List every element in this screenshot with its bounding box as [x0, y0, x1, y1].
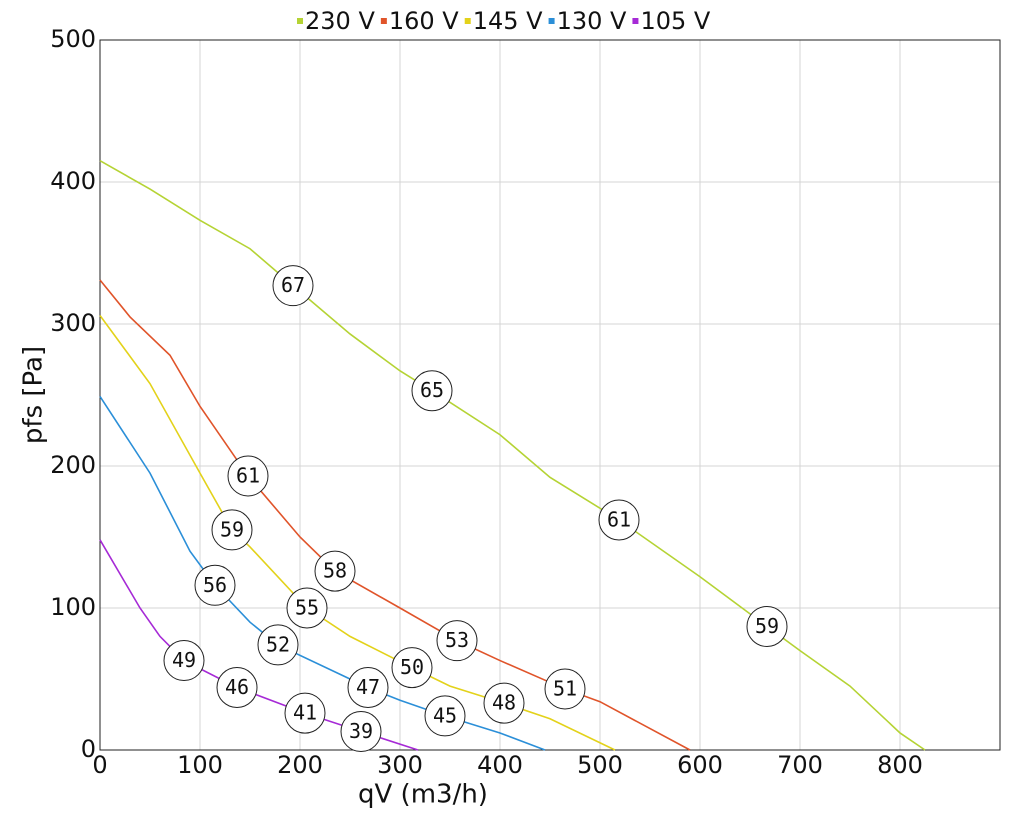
y-tick-label: 400	[50, 167, 96, 195]
operating-point-label: 59	[755, 614, 779, 638]
legend-label: 230 V	[305, 7, 375, 35]
y-tick-label: 0	[81, 735, 96, 763]
legend-label: 105 V	[640, 7, 710, 35]
x-axis-title: qV (m3/h)	[358, 780, 488, 810]
operating-point	[211, 509, 253, 551]
operating-point-label: 45	[433, 703, 457, 727]
x-tick-label: 300	[377, 751, 423, 779]
operating-point	[424, 695, 466, 737]
operating-point-label: 56	[203, 573, 227, 597]
operating-point-label: 65	[420, 378, 444, 402]
operating-point	[314, 550, 356, 592]
x-tick-label: 200	[277, 751, 323, 779]
operating-point-label: 49	[172, 648, 196, 672]
x-tick-label: 700	[777, 751, 823, 779]
operating-point	[257, 624, 299, 666]
operating-point	[194, 564, 236, 606]
legend-label: 130 V	[557, 7, 627, 35]
operating-point	[286, 587, 328, 629]
operating-point-label: 47	[356, 675, 380, 699]
x-tick-label: 600	[677, 751, 723, 779]
operating-point	[411, 370, 453, 412]
legend-label: 160 V	[389, 7, 459, 35]
x-tick-label: 400	[477, 751, 523, 779]
operating-point-label: 61	[607, 507, 631, 531]
y-tick-label: 300	[50, 309, 96, 337]
operating-point-label: 52	[266, 632, 290, 656]
operating-point	[340, 711, 382, 753]
operating-point-label: 46	[225, 675, 249, 699]
legend-label: 145 V	[473, 7, 543, 35]
legend-swatch	[380, 18, 387, 24]
plot-frame	[99, 39, 1001, 751]
operating-point-label: 55	[295, 596, 319, 620]
x-tick-label: 500	[577, 751, 623, 779]
y-tick-label: 500	[50, 25, 96, 53]
operating-point	[746, 605, 788, 647]
legend-swatch	[297, 18, 303, 24]
legend-swatch	[464, 18, 471, 24]
legend-swatch	[548, 18, 555, 24]
operating-point	[391, 647, 433, 689]
operating-point-label: 48	[492, 691, 516, 715]
operating-point-label: 58	[323, 559, 347, 583]
legend: 230 V 160 V 145 V 130 V 105 V	[297, 7, 711, 35]
operating-point	[483, 682, 525, 724]
legend-swatch	[632, 18, 639, 24]
x-tick-label: 0	[92, 751, 107, 779]
operating-point-label: 50	[400, 655, 424, 679]
operating-point-label: 39	[349, 719, 373, 743]
y-tick-label: 100	[50, 593, 96, 621]
operating-point-label: 61	[236, 463, 260, 487]
operating-point	[347, 667, 389, 709]
operating-point	[216, 667, 258, 709]
series-line	[99, 160, 926, 751]
operating-point	[227, 455, 269, 497]
operating-point	[598, 499, 640, 541]
operating-point-label: 51	[553, 676, 577, 700]
operating-point-label: 67	[281, 273, 305, 297]
operating-point-label: 53	[445, 628, 469, 652]
operating-point	[436, 620, 478, 662]
y-tick-label: 200	[50, 451, 96, 479]
operating-point-label: 59	[220, 517, 244, 541]
operating-point-label: 41	[293, 701, 317, 725]
operating-point	[163, 640, 205, 682]
operating-point	[272, 265, 314, 307]
operating-point	[284, 692, 326, 734]
y-axis-title: pfs [Pa]	[19, 346, 49, 444]
x-tick-label: 800	[877, 751, 923, 779]
operating-point	[544, 668, 586, 710]
x-tick-label: 100	[177, 751, 223, 779]
